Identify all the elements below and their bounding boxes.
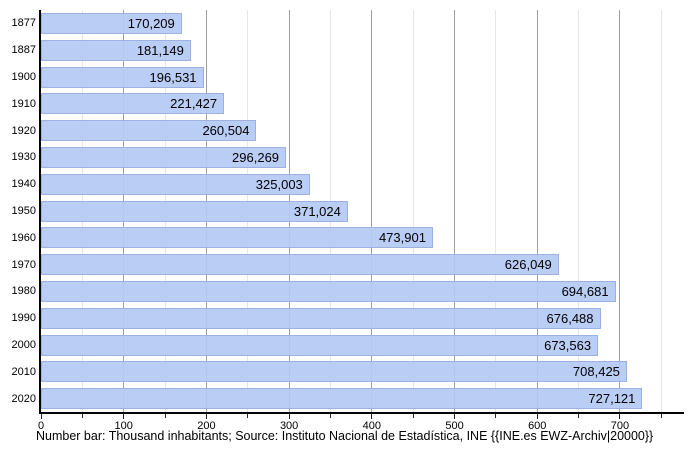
category-label: 2020 bbox=[11, 392, 36, 405]
bar: 260,504 bbox=[41, 120, 257, 142]
bar-value-label: 260,504 bbox=[202, 123, 250, 139]
bar-value-label: 371,024 bbox=[293, 203, 341, 219]
major-tick bbox=[205, 414, 207, 419]
minor-tick bbox=[247, 414, 249, 418]
bar: 196,531 bbox=[41, 66, 204, 88]
category-label: 1910 bbox=[11, 97, 36, 110]
minor-tick bbox=[412, 414, 414, 418]
category-label: 1940 bbox=[11, 178, 36, 191]
bar: 221,427 bbox=[41, 93, 225, 115]
bar: 708,425 bbox=[41, 361, 627, 383]
major-tick bbox=[123, 414, 125, 419]
x-tick-label: 700 bbox=[610, 420, 630, 432]
bar: 673,563 bbox=[41, 334, 599, 356]
category-label: 1950 bbox=[11, 205, 36, 217]
minor-gridline bbox=[578, 10, 580, 412]
bar-value-label: 221,427 bbox=[170, 96, 218, 112]
category-label: 1990 bbox=[11, 312, 36, 325]
category-label: 1900 bbox=[11, 71, 36, 83]
bar: 170,209 bbox=[41, 12, 182, 34]
bar: 694,681 bbox=[41, 280, 616, 302]
category-label: 1877 bbox=[11, 17, 36, 30]
major-gridline bbox=[371, 10, 373, 412]
minor-gridline bbox=[660, 10, 662, 412]
major-gridline bbox=[536, 10, 538, 412]
category-label: 1930 bbox=[11, 151, 36, 164]
x-tick-label: 100 bbox=[114, 420, 133, 432]
category-label: 1970 bbox=[11, 258, 36, 271]
bar-value-label: 170,209 bbox=[127, 15, 175, 31]
major-tick bbox=[536, 414, 538, 419]
bar-value-label: 196,531 bbox=[149, 69, 197, 85]
bar-value-label: 626,049 bbox=[504, 257, 552, 273]
x-tick-label: 0 bbox=[37, 420, 45, 432]
category-label: 2010 bbox=[11, 365, 36, 378]
bar: 727,121 bbox=[41, 388, 643, 410]
bar: 473,901 bbox=[41, 227, 433, 249]
category-label: 1887 bbox=[11, 44, 36, 57]
minor-gridline bbox=[412, 10, 414, 412]
bar-value-label: 694,681 bbox=[561, 283, 609, 299]
plot-area: 170,209 181,149 196,531 221,427 260,504 296,2… bbox=[41, 10, 682, 412]
bar: 296,269 bbox=[41, 146, 287, 168]
major-gridline bbox=[619, 10, 621, 412]
minor-tick bbox=[81, 414, 83, 418]
x-tick-label: 600 bbox=[528, 420, 547, 432]
bar-value-label: 296,269 bbox=[232, 149, 280, 165]
bar: 626,049 bbox=[41, 254, 559, 276]
x-axis-line bbox=[39, 412, 684, 414]
major-tick bbox=[288, 414, 290, 419]
major-tick bbox=[454, 414, 456, 419]
bar-value-label: 727,121 bbox=[588, 391, 636, 407]
major-tick bbox=[619, 414, 621, 419]
minor-tick bbox=[329, 414, 331, 418]
bar: 325,003 bbox=[41, 173, 310, 195]
category-label: 1980 bbox=[11, 285, 36, 298]
bar: 676,488 bbox=[41, 307, 601, 329]
minor-tick bbox=[660, 414, 662, 418]
x-tick-label: 500 bbox=[445, 420, 464, 432]
chart-caption: Number bar: Thousand inhabitants; Source… bbox=[36, 429, 654, 443]
minor-tick bbox=[578, 414, 580, 418]
category-label: 1920 bbox=[11, 124, 36, 137]
category-label: 1960 bbox=[11, 231, 36, 244]
y-axis-line bbox=[39, 10, 41, 412]
bar: 181,149 bbox=[41, 39, 191, 61]
x-tick-label: 200 bbox=[197, 420, 216, 432]
x-tick-label: 400 bbox=[362, 420, 381, 432]
major-tick bbox=[40, 414, 42, 419]
bar: 371,024 bbox=[41, 200, 348, 222]
x-tick-label: 300 bbox=[279, 420, 299, 432]
major-tick bbox=[371, 414, 373, 419]
bar-value-label: 181,149 bbox=[136, 42, 184, 58]
bar-value-label: 473,901 bbox=[378, 230, 426, 246]
bar-value-label: 325,003 bbox=[255, 176, 303, 192]
minor-tick bbox=[164, 414, 166, 418]
minor-gridline bbox=[495, 10, 497, 412]
minor-tick bbox=[495, 414, 497, 418]
bar-value-label: 676,488 bbox=[546, 310, 594, 326]
bar-value-label: 673,563 bbox=[544, 337, 592, 353]
major-gridline bbox=[454, 10, 456, 412]
category-label: 2000 bbox=[11, 339, 36, 351]
bar-value-label: 708,425 bbox=[572, 364, 620, 380]
